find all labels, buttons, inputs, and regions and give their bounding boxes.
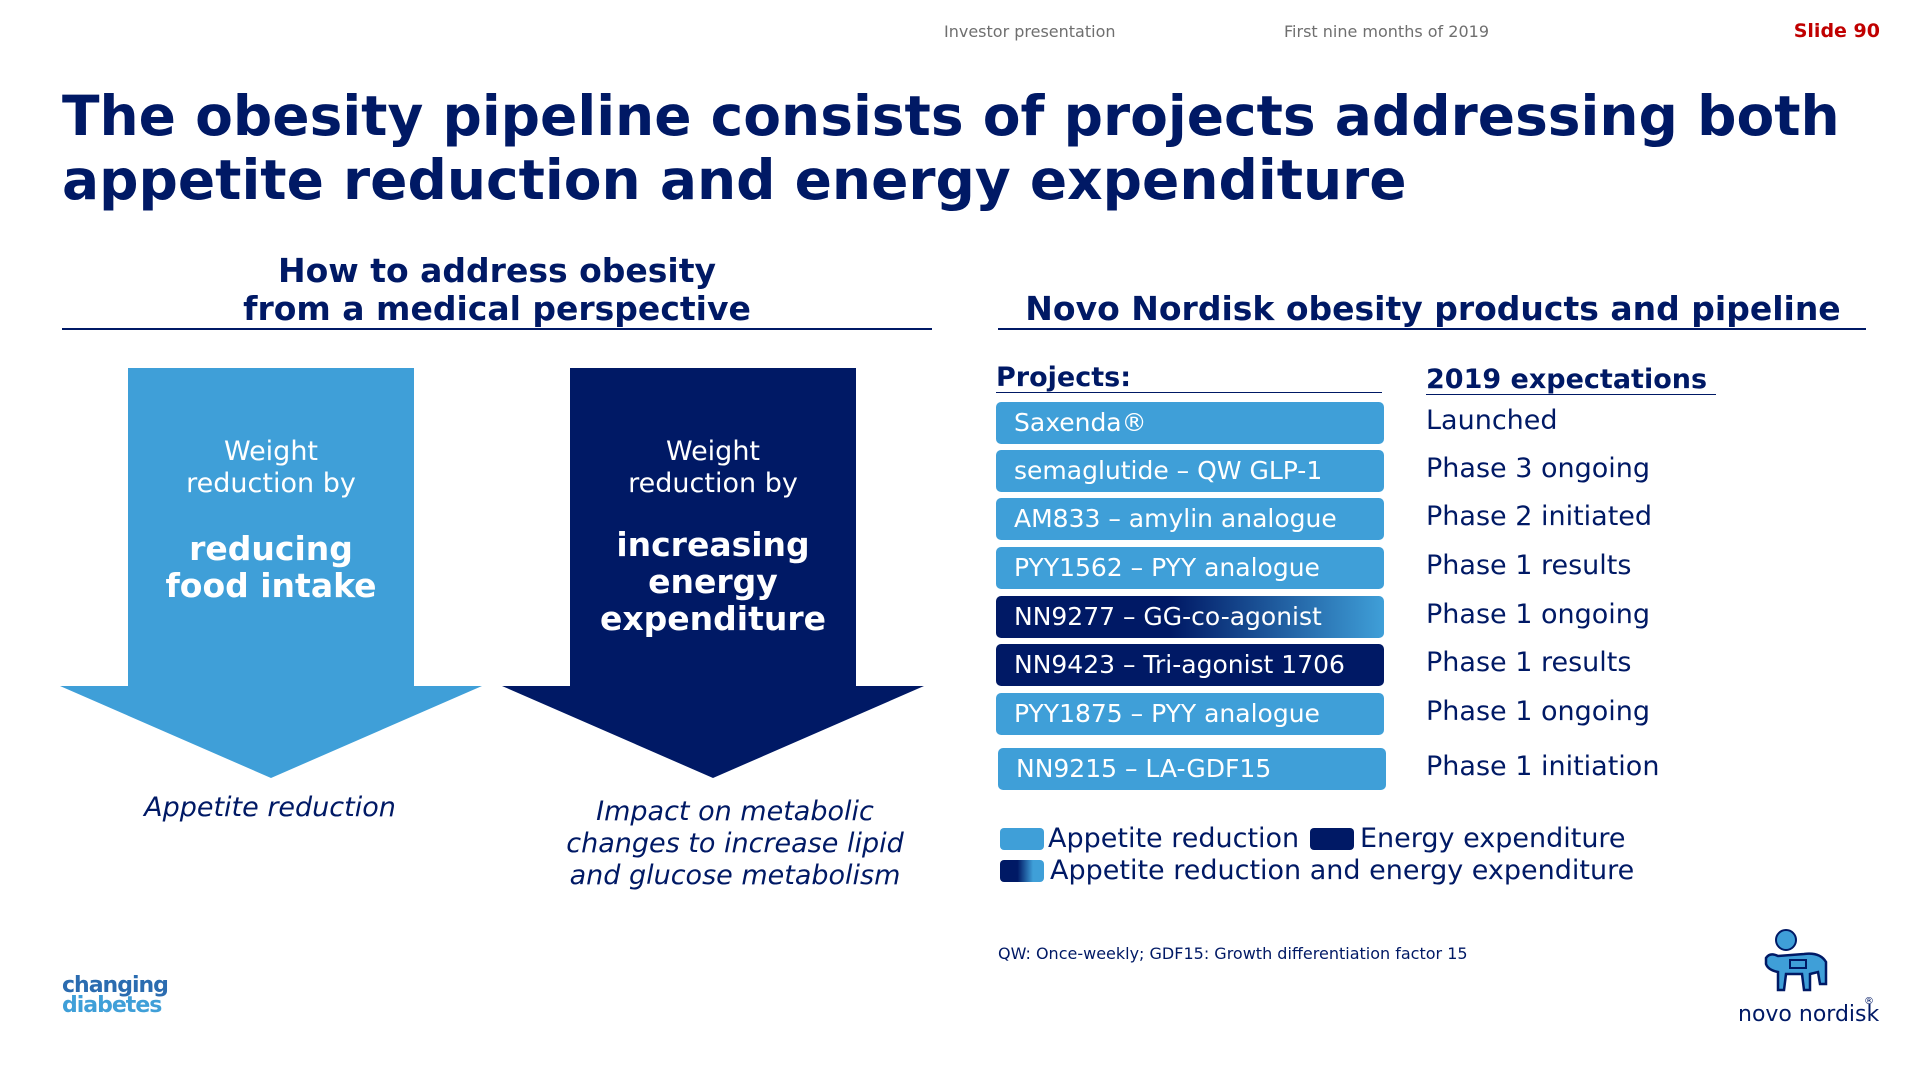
apis-bull-icon	[1764, 929, 1828, 992]
title-line-2: appetite reduction and energy expenditur…	[62, 148, 1407, 212]
page-title: The obesity pipeline consists of project…	[62, 84, 1862, 212]
legend-swatch-appetite	[1000, 828, 1044, 850]
arrow-1-small-line-2: reduction by	[186, 468, 356, 499]
expectations-header-rule	[1426, 394, 1716, 395]
right-heading: Novo Nordisk obesity products and pipeli…	[1025, 289, 1841, 328]
left-heading-rule	[62, 328, 932, 330]
project-3-label: AM833 – amylin analogue	[996, 498, 1384, 540]
changing-diabetes-logo: changing diabetes	[62, 973, 169, 1018]
project-8-expectation: Phase 1 initiation	[1426, 751, 1660, 782]
projects-header-rule	[996, 392, 1382, 393]
arrow-2-big-line-1: increasing	[616, 525, 810, 564]
project-2-label: semaglutide – QW GLP-1	[996, 450, 1384, 492]
arrow-2-small-line-1: Weight	[665, 436, 761, 467]
title-line-1: The obesity pipeline consists of project…	[62, 84, 1840, 148]
arrow-2-big-line-3: expenditure	[599, 599, 827, 638]
project-4-label: PYY1562 – PYY analogue	[996, 547, 1384, 589]
arrow-2-text: Weight reduction by increasing energy ex…	[570, 436, 856, 637]
changing-diabetes-line-1: changing	[62, 973, 169, 998]
energy-arrow	[502, 368, 924, 778]
novo-nordisk-logo: novo nordisk	[1738, 1002, 1880, 1027]
legend-both-label: Appetite reduction and energy expenditur…	[1050, 855, 1635, 886]
arrow-2-caption-line-1: Impact on metabolic	[596, 796, 874, 827]
legend-appetite-label: Appetite reduction	[1048, 823, 1300, 854]
project-3-expectation: Phase 2 initiated	[1426, 501, 1653, 532]
arrow-1-small-line-1: Weight	[223, 436, 319, 467]
project-6-expectation: Phase 1 results	[1426, 647, 1632, 678]
legend-swatch-energy	[1310, 828, 1354, 850]
project-7-label: PYY1875 – PYY analogue	[996, 693, 1384, 735]
left-heading: How to address obesity from a medical pe…	[62, 252, 932, 328]
project-6-label: NN9423 – Tri-agonist 1706	[996, 644, 1384, 686]
arrow-2-caption-line-2: changes to increase lipid	[566, 828, 904, 859]
project-8-label: NN9215 – LA-GDF15	[998, 748, 1386, 790]
project-1-label: Saxenda®	[996, 402, 1384, 444]
project-7-expectation: Phase 1 ongoing	[1426, 696, 1651, 727]
arrow-2-small-line-2: reduction by	[628, 468, 798, 499]
presentation-label: Investor presentation	[944, 22, 1116, 41]
arrow-2-caption-line-3: and glucose metabolism	[569, 860, 901, 891]
arrow-1-big-line-1: reducing	[189, 529, 353, 568]
project-4-expectation: Phase 1 results	[1426, 550, 1632, 581]
left-heading-line-1: How to address obesity	[277, 251, 717, 290]
slide-number: Slide 90	[1793, 20, 1880, 42]
changing-diabetes-line-2: diabetes	[62, 993, 162, 1018]
legend-energy-label: Energy expenditure	[1360, 823, 1626, 854]
right-heading-rule	[998, 328, 1866, 330]
project-1-expectation: Launched	[1426, 405, 1558, 436]
project-2-expectation: Phase 3 ongoing	[1426, 453, 1651, 484]
appetite-arrow	[60, 368, 482, 778]
expectations-header: 2019 expectations	[1426, 364, 1708, 395]
footnote: QW: Once-weekly; GDF15: Growth different…	[998, 944, 1468, 963]
arrow-2-big-line-2: energy	[648, 562, 778, 601]
arrow-2-caption: Impact on metabolic changes to increase …	[520, 796, 950, 892]
arrow-1-caption: Appetite reduction	[144, 792, 396, 823]
projects-header: Projects:	[996, 362, 1131, 393]
arrow-1-text: Weight reduction by reducing food intake	[128, 436, 414, 604]
left-heading-line-2: from a medical perspective	[243, 289, 751, 328]
legend-swatch-both	[1000, 860, 1044, 882]
project-5-label: NN9277 – GG-co-agonist	[996, 596, 1384, 638]
arrow-1-big-line-2: food intake	[165, 566, 377, 605]
period-label: First nine months of 2019	[1284, 22, 1489, 41]
registered-mark: ®	[1864, 996, 1874, 1007]
project-5-expectation: Phase 1 ongoing	[1426, 599, 1651, 630]
